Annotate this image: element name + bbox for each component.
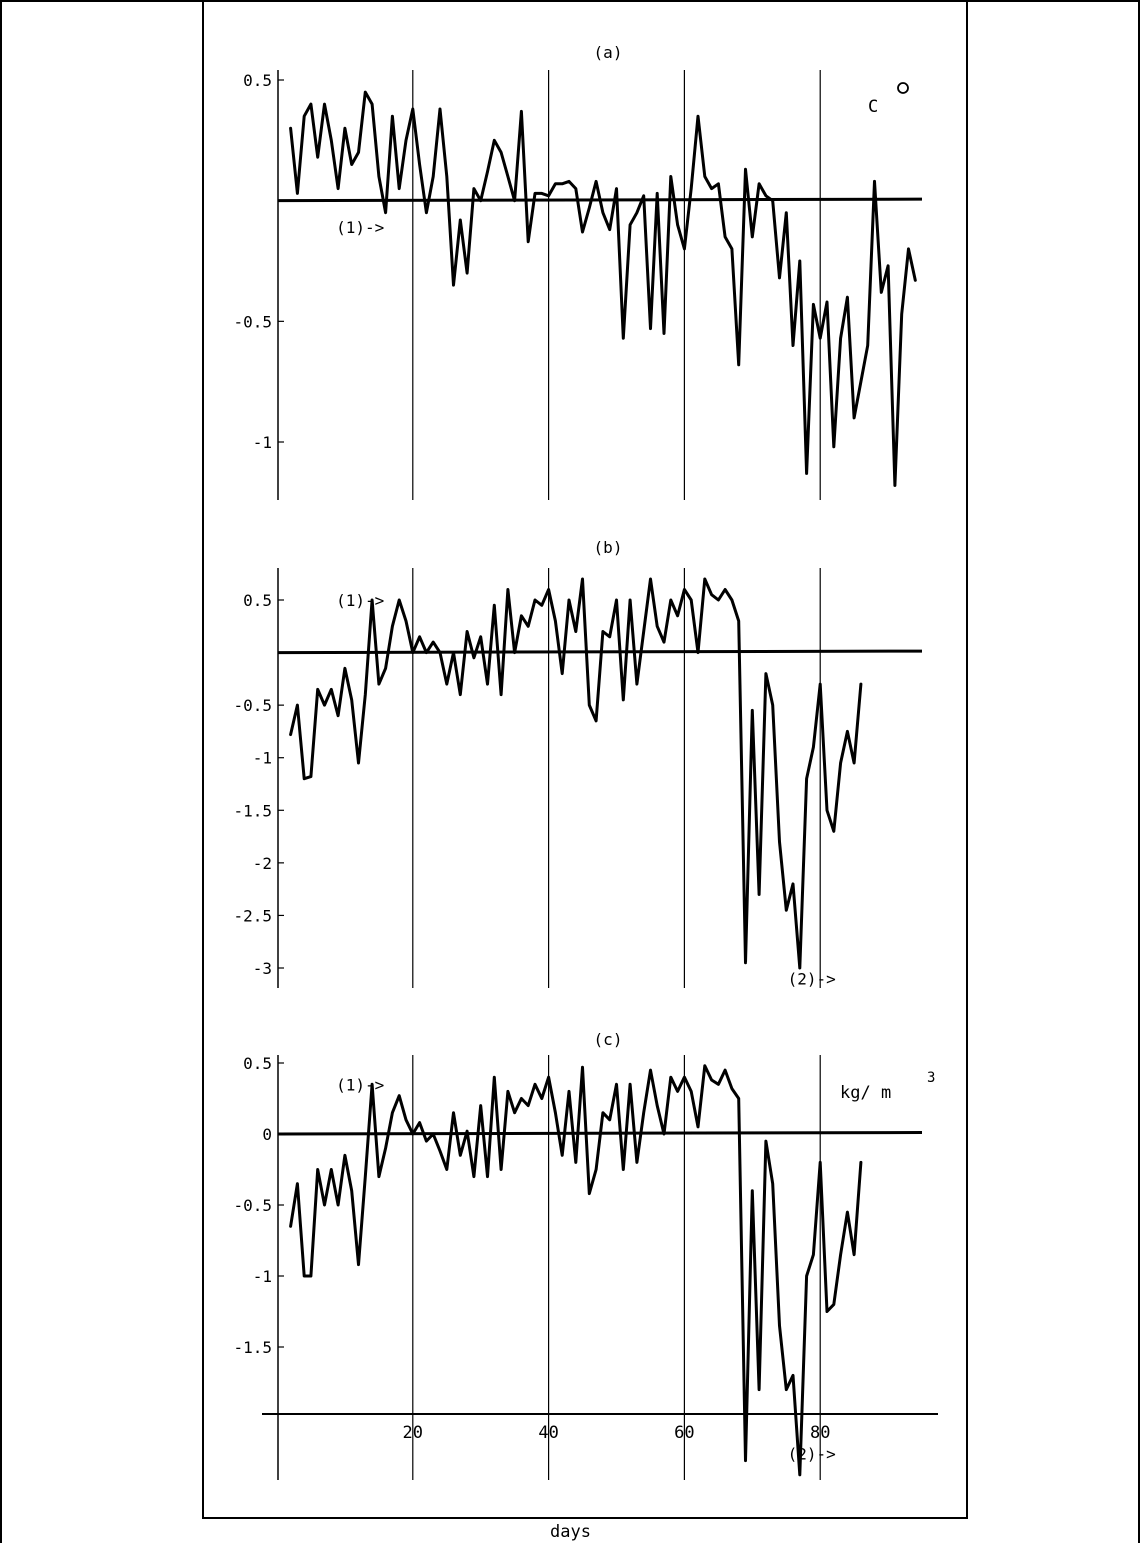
panel-a: (a) 0.5 -0.5 -1 (1)-> C bbox=[233, 43, 923, 500]
y-tick-label: 0.5 bbox=[243, 1054, 272, 1073]
y-tick-label: 0 bbox=[262, 1125, 272, 1144]
x-tick-label: 80 bbox=[810, 1423, 830, 1443]
panel-title: (c) bbox=[594, 1030, 623, 1049]
y-tick-label: -0.5 bbox=[233, 312, 272, 331]
panel-title: (b) bbox=[594, 538, 623, 557]
panel-title: (a) bbox=[594, 43, 623, 62]
x-tick-label: 20 bbox=[403, 1423, 423, 1443]
y-tick-label: -1 bbox=[253, 749, 272, 768]
y-tick-label: -2.5 bbox=[233, 906, 272, 925]
y-tick-label: -1.5 bbox=[233, 1338, 272, 1357]
y-tick-label: -0.5 bbox=[233, 1196, 272, 1215]
x-tick-label: 40 bbox=[538, 1423, 558, 1443]
y-tick-label: -3 bbox=[253, 959, 272, 978]
annotation: (1)-> bbox=[336, 1075, 384, 1094]
series-line bbox=[289, 90, 917, 487]
y-tick-label: -1 bbox=[253, 433, 272, 452]
x-axis-label: days bbox=[550, 1522, 591, 1542]
degree-symbol bbox=[897, 82, 909, 94]
series-line bbox=[289, 577, 863, 970]
y-tick-label: 0.5 bbox=[243, 71, 272, 90]
annotation: (1)-> bbox=[336, 218, 384, 237]
annotation: (2)-> bbox=[788, 970, 836, 989]
y-tick-label: -1 bbox=[253, 1267, 272, 1286]
y-tick-label: -2 bbox=[253, 854, 272, 873]
unit-label: C bbox=[868, 97, 878, 117]
annotation: (1)-> bbox=[336, 591, 384, 610]
unit-superscript: 3 bbox=[927, 1070, 935, 1086]
series-line bbox=[289, 1064, 863, 1477]
y-tick-label: 0.5 bbox=[243, 591, 272, 610]
y-tick-label: -0.5 bbox=[233, 696, 272, 715]
x-tick-label: 60 bbox=[674, 1423, 694, 1443]
annotation: (2)-> bbox=[788, 1445, 836, 1464]
unit-label: kg/ m bbox=[840, 1083, 891, 1103]
panel-c: (c) 0.5 0 -0.5 -1 -1.5 (1)-> (2)-> kg/ m 3 20 40 60 8… bbox=[233, 1030, 938, 1480]
y-tick-label: -1.5 bbox=[233, 801, 272, 820]
chart-frame bbox=[202, 0, 968, 1519]
panel-b: (b) 0.5 -0.5 -1 -1.5 -2 -2.5 -3 (1)-> (2)-> bbox=[233, 538, 923, 989]
